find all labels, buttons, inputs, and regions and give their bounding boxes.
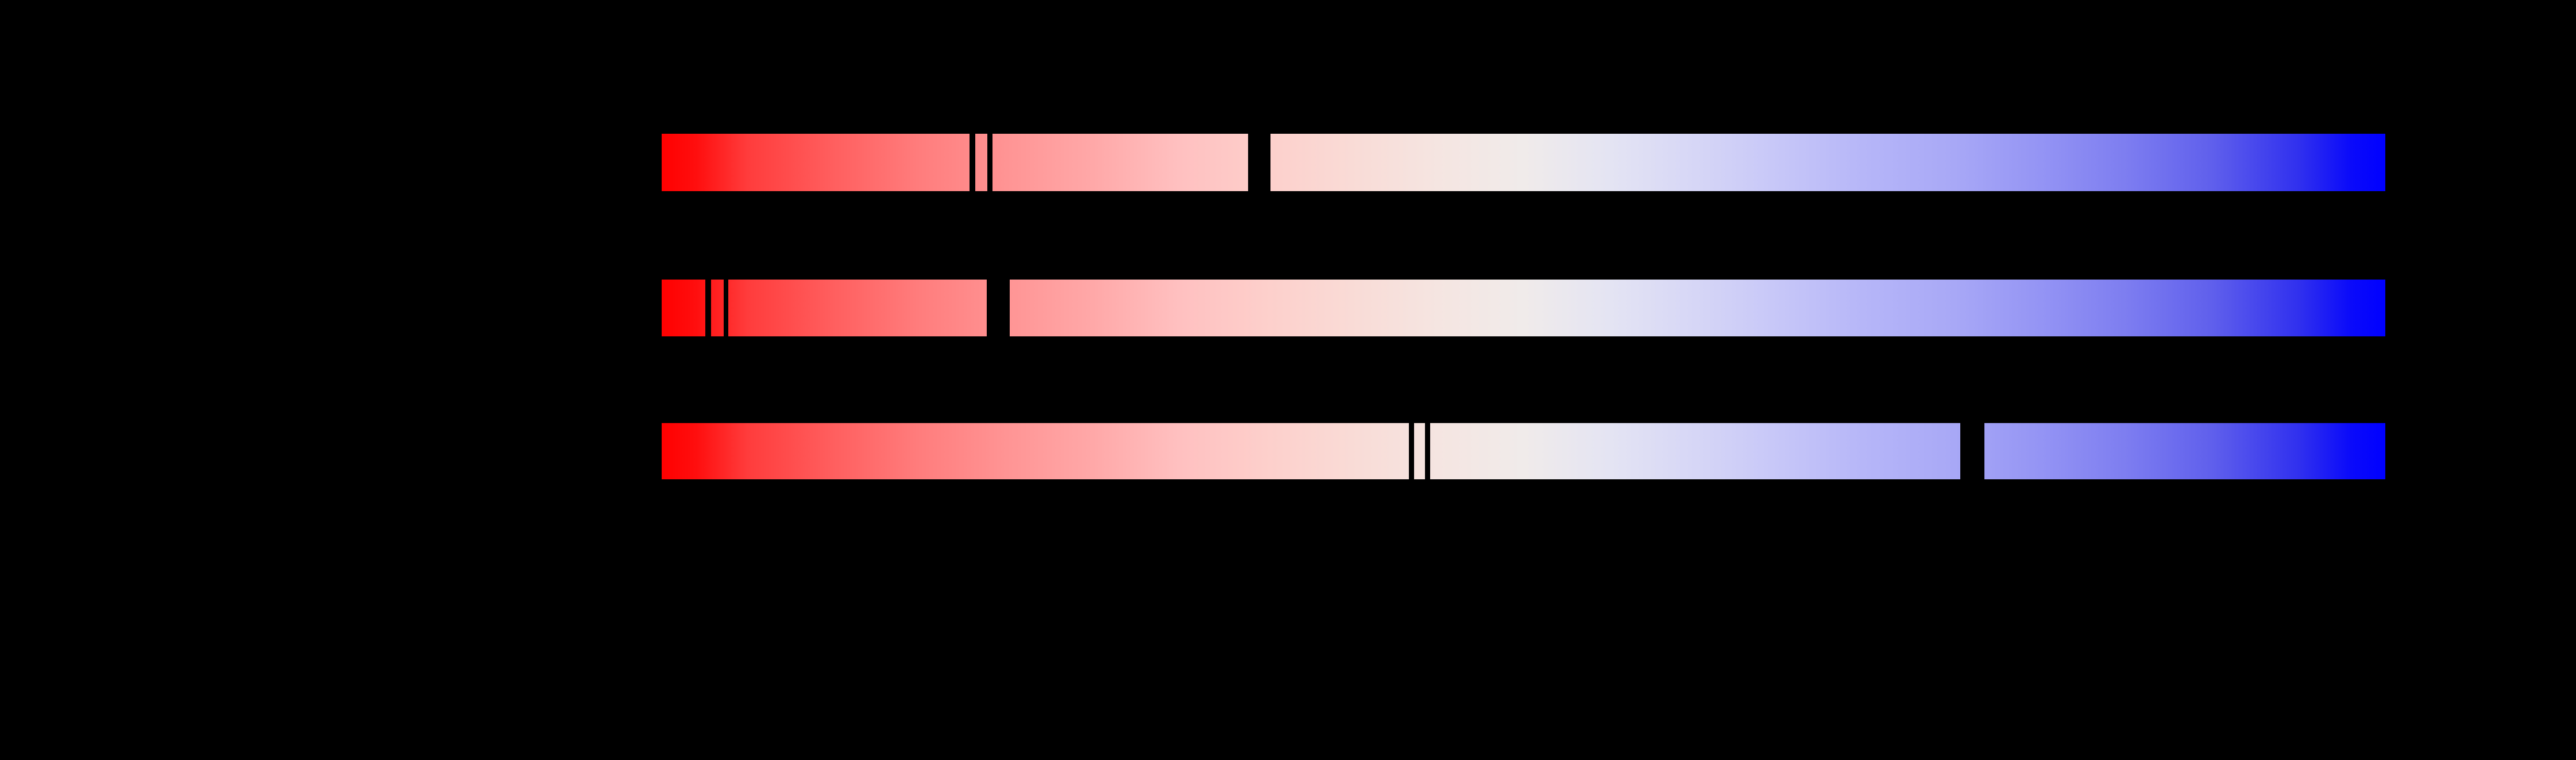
- marker-tick-thin: [1425, 423, 1430, 479]
- marker-tick-thick: [1960, 423, 1984, 479]
- marker-tick-thick: [1248, 134, 1270, 191]
- gradient-bar-middle: [662, 280, 2385, 336]
- marker-tick-thin: [705, 280, 711, 336]
- marker-tick-thick: [987, 280, 1010, 336]
- marker-tick-thin: [1409, 423, 1414, 479]
- gradient-bar-top: [662, 134, 2385, 191]
- marker-tick-thin: [724, 280, 728, 336]
- gradient-bar-bottom: [662, 423, 2385, 479]
- marker-tick-thin: [987, 134, 992, 191]
- marker-tick-thin: [970, 134, 975, 191]
